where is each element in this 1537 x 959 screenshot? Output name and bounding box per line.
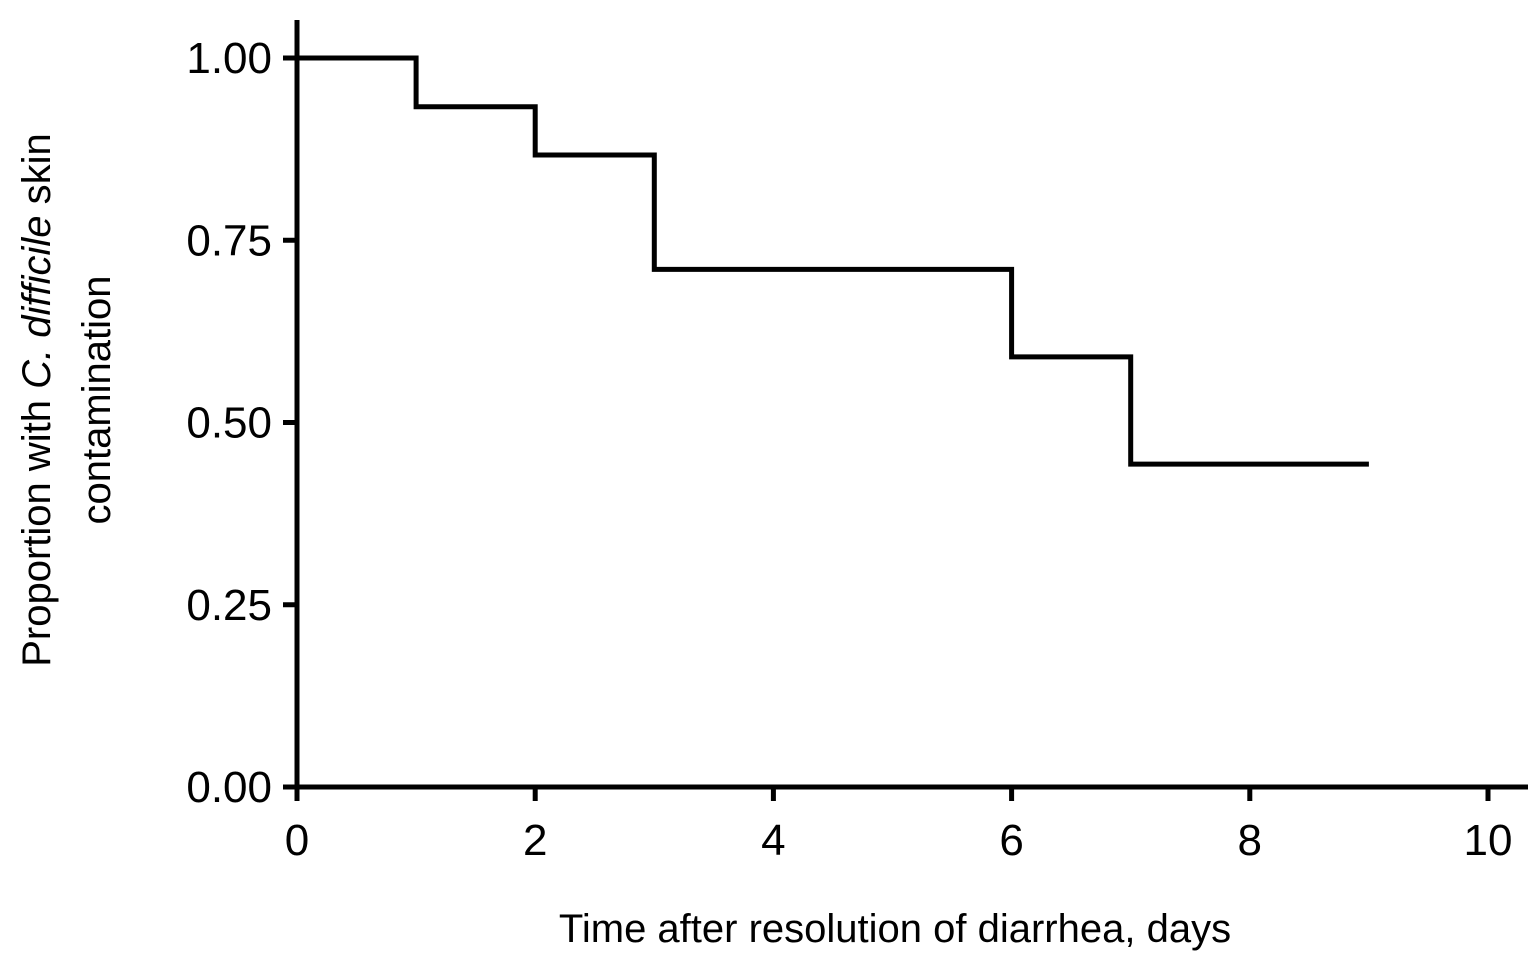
y-axis-label-prefix: Proportion with (15, 389, 59, 667)
survival-step-line (297, 55, 1369, 467)
y-axis-label-italic: C. difficile (15, 215, 59, 388)
ticks: 0 2 4 6 8 10 0.00 0.25 0.50 0.75 1.00 (186, 34, 1512, 865)
x-tick-label: 4 (761, 816, 785, 865)
y-axis-label-line1: Proportion with C. difficile skin (15, 133, 59, 667)
series (297, 55, 1369, 467)
x-tick-label: 2 (523, 816, 547, 865)
axes (294, 20, 1528, 790)
y-axis-label-line2: contamination (75, 275, 119, 524)
y-tick-label: 0.25 (186, 581, 272, 630)
x-tick-label: 0 (285, 816, 309, 865)
y-axis-label-suffix: skin (15, 133, 59, 215)
y-tick-label: 0.75 (186, 216, 272, 265)
y-tick-label: 1.00 (186, 34, 272, 83)
x-tick-label: 8 (1238, 816, 1262, 865)
x-tick-label: 10 (1464, 816, 1513, 865)
x-tick-label: 6 (999, 816, 1023, 865)
y-tick-label: 0.00 (186, 763, 272, 812)
y-tick-label: 0.50 (186, 399, 272, 448)
x-axis-label: Time after resolution of diarrhea, days (559, 907, 1231, 951)
